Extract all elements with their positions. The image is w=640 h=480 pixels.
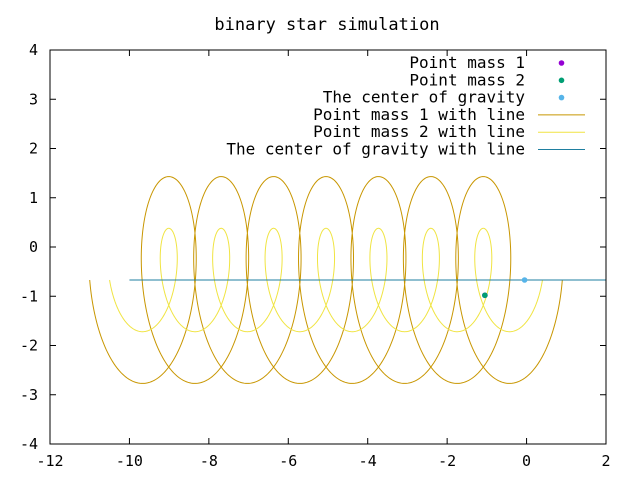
x-tick-label-0: -12 <box>36 452 63 470</box>
series-point-2-0 <box>482 292 488 299</box>
x-tick-label-5: -2 <box>438 452 456 470</box>
series-line-1 <box>89 176 563 384</box>
legend-marker-2 <box>558 77 565 84</box>
series-layer <box>89 176 606 384</box>
x-tick-label-7: 2 <box>601 452 610 470</box>
x-tick-label-6: 0 <box>522 452 531 470</box>
x-tick-label-2: -8 <box>200 452 218 470</box>
y-tick-label-2: -2 <box>20 337 38 355</box>
legend-label-6: The center of gravity with line <box>226 140 525 159</box>
y-tick-label-0: -4 <box>20 435 38 453</box>
y-tick-label-1: -3 <box>20 386 38 404</box>
x-tick-label-1: -10 <box>116 452 143 470</box>
legend-label-4: Point mass 1 with line <box>313 105 525 124</box>
x-tick-label-3: -6 <box>279 452 297 470</box>
legend-marker-3 <box>558 94 565 101</box>
legend-label-3: The center of gravity <box>323 88 526 107</box>
series-point-3-0 <box>521 277 528 283</box>
legend-label-1: Point mass 1 <box>409 53 525 72</box>
legend-marker-1 <box>558 60 565 66</box>
y-tick-label-6: 2 <box>29 140 38 158</box>
series-line-2 <box>109 227 543 333</box>
y-tick-label-8: 4 <box>29 41 38 59</box>
legend-label-5: Point mass 2 with line <box>313 122 525 141</box>
y-tick-label-3: -1 <box>20 287 38 305</box>
chart-title: binary star simulation <box>214 15 439 35</box>
y-tick-label-7: 3 <box>29 90 38 108</box>
y-tick-label-4: 0 <box>29 238 38 256</box>
x-tick-label-4: -4 <box>359 452 377 470</box>
legend-label-2: Point mass 2 <box>409 70 525 89</box>
y-tick-label-5: 1 <box>29 189 38 207</box>
